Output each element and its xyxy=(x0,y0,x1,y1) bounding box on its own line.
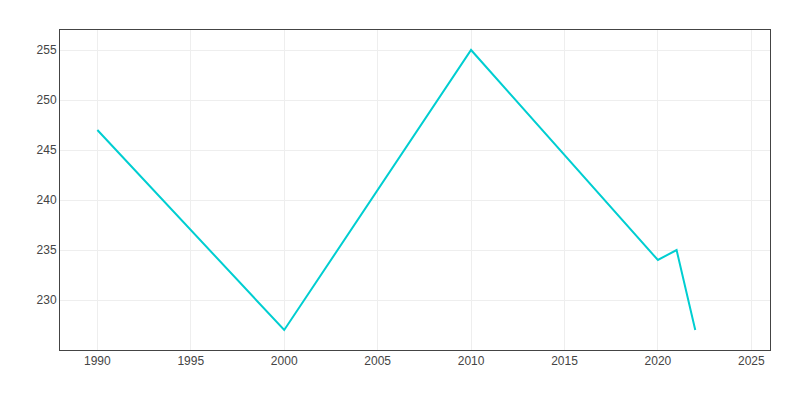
svg-text:230: 230 xyxy=(37,293,57,307)
svg-text:2025: 2025 xyxy=(738,354,765,368)
svg-text:2010: 2010 xyxy=(458,354,485,368)
svg-text:240: 240 xyxy=(37,193,57,207)
svg-text:2005: 2005 xyxy=(364,354,391,368)
svg-text:1995: 1995 xyxy=(177,354,204,368)
svg-text:255: 255 xyxy=(37,43,57,57)
svg-text:2020: 2020 xyxy=(645,354,672,368)
svg-text:2000: 2000 xyxy=(271,354,298,368)
svg-text:1990: 1990 xyxy=(84,354,111,368)
svg-text:250: 250 xyxy=(37,93,57,107)
svg-text:235: 235 xyxy=(37,243,57,257)
svg-text:2015: 2015 xyxy=(551,354,578,368)
svg-text:245: 245 xyxy=(37,143,57,157)
